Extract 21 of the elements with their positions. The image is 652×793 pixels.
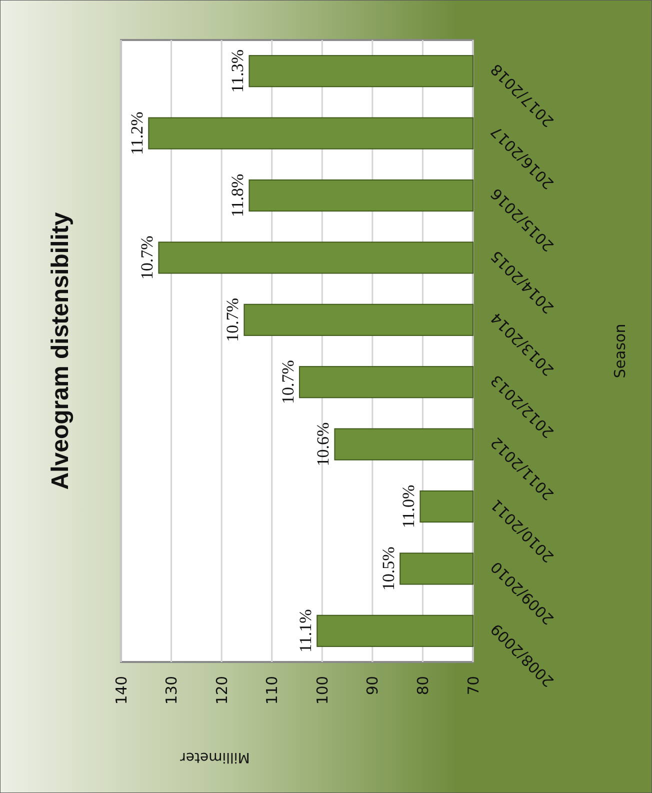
annotation: 10.7% — [138, 236, 157, 280]
x-tick-label: 130 — [162, 676, 181, 705]
annotation: 10.6% — [314, 422, 333, 466]
x-tick-label: 120 — [212, 676, 231, 705]
x-tick-label: 140 — [112, 676, 130, 705]
x-tick-label: 70 — [464, 676, 482, 696]
x-tick-label: 90 — [364, 676, 382, 696]
annotation: 11.3% — [228, 49, 248, 93]
x-tick-label: 110 — [263, 676, 282, 705]
annotation: 11.0% — [399, 484, 418, 528]
annotation: 10.7% — [278, 360, 298, 404]
annotation: 11.2% — [128, 112, 147, 155]
annotation: 11.8% — [228, 174, 248, 218]
x-tick-label: 100 — [313, 676, 332, 705]
x-axis-title: Millimeter — [180, 749, 250, 765]
x-tick-label: 80 — [414, 676, 432, 696]
annotation: 11.1% — [296, 609, 316, 653]
annotation: 10.7% — [223, 298, 242, 342]
annotation: 10.5% — [379, 546, 398, 591]
y-axis-title: Season — [611, 324, 629, 378]
text: Alveogram distensibility — [47, 212, 74, 490]
